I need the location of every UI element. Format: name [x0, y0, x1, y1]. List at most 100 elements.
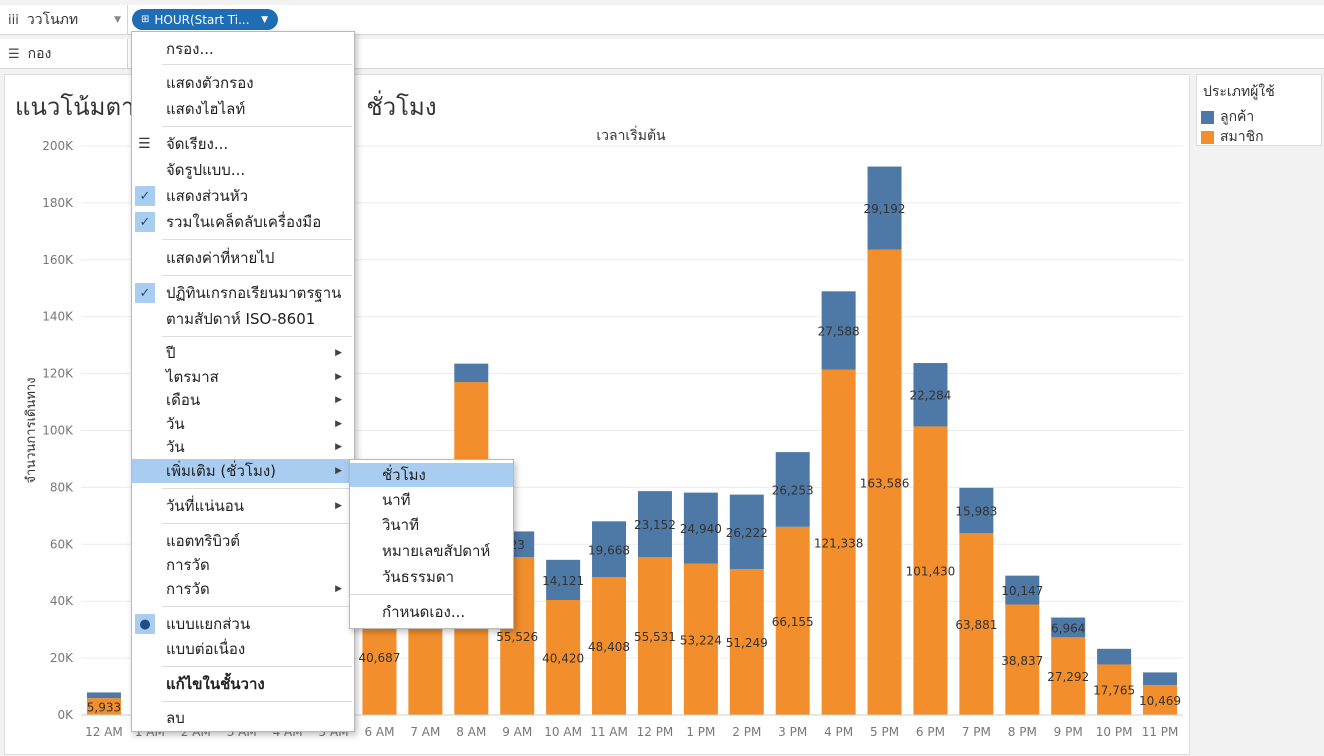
bar-customer [454, 363, 489, 383]
submenu-item-minute[interactable]: นาที [350, 488, 513, 512]
hour-start-time-pill[interactable]: ⊞ HOUR(Start Ti... ▼ [132, 9, 278, 30]
data-label-member: 27,292 [1047, 670, 1089, 684]
menu-item-quarter[interactable]: ไตรมาส ▶ [132, 365, 354, 389]
legend: ประเภทผู้ใช้ ลูกค้า สมาชิก [1196, 74, 1322, 146]
data-label-member: 17,765 [1093, 684, 1135, 698]
menu-item-sort[interactable]: ☰ จัดเรียง... [132, 132, 354, 156]
x-tick-label: 5 PM [870, 725, 899, 739]
menu-divider [162, 126, 352, 127]
submenu-item-weekday[interactable]: วันธรรมดา [350, 565, 513, 589]
rows-icon: ☰ [8, 46, 20, 62]
submenu-item-week-number[interactable]: หมายเลขสัปดาห์ [350, 539, 513, 563]
x-tick-label: 3 PM [778, 725, 807, 739]
column-header: เวลาเริ่มต้น [596, 128, 666, 144]
hour-submenu: ชั่วโมง นาที วินาที หมายเลขสัปดาห์ วันธร… [349, 459, 514, 629]
bar-customer [1097, 648, 1132, 665]
menu-item-show-filter[interactable]: แสดงตัวกรอง [132, 71, 354, 95]
menu-divider [162, 523, 352, 524]
bar-customer [1051, 617, 1086, 638]
submenu-item-custom[interactable]: กำหนดเอง... [350, 600, 513, 624]
data-label-member: 51,249 [726, 636, 768, 650]
submenu-label: วันธรรมดา [382, 568, 454, 586]
menu-item-more-hour[interactable]: เพิ่มเติม (ชั่วโมง) ▶ [132, 459, 354, 483]
legend-label: ลูกค้า [1220, 109, 1255, 125]
legend-item-member[interactable]: สมาชิก [1197, 127, 1321, 147]
x-tick-label: 8 PM [1008, 725, 1037, 739]
menu-item-edit-in-shelf[interactable]: แก้ไขในชั้นวาง [132, 672, 354, 696]
bar-customer [683, 492, 718, 564]
data-label-member: 55,526 [496, 630, 538, 644]
menu-label: แสดงไฮไลท์ [166, 100, 246, 118]
data-label-customer: 10,147 [1001, 584, 1043, 598]
menu-label: แสดงตัวกรอง [166, 74, 254, 92]
chevron-down-icon[interactable]: ▼ [114, 15, 121, 25]
menu-item-show-header[interactable]: ✓ แสดงส่วนหัว [132, 184, 354, 208]
bar-member [821, 369, 856, 715]
bar-member [913, 426, 948, 715]
x-tick-label: 2 PM [732, 725, 761, 739]
menu-item-attribute[interactable]: แอตทริบิวต์ [132, 529, 354, 553]
data-label-customer: 26,253 [772, 483, 814, 497]
legend-item-customer[interactable]: ลูกค้า [1197, 107, 1321, 127]
menu-item-exact-date[interactable]: วันที่แน่นอน ▶ [132, 494, 354, 518]
data-label-customer: 6,964 [1051, 621, 1085, 635]
y-tick-label: 160K [42, 253, 74, 267]
menu-item-gregorian-calendar[interactable]: ✓ ปฏิทินเกรกอเรียนมาตรฐาน [132, 281, 354, 305]
submenu-item-hour[interactable]: ชั่วโมง [350, 463, 513, 487]
menu-label: ปฏิทินเกรกอเรียนมาตรฐาน [166, 284, 342, 302]
menu-item-continuous[interactable]: แบบต่อเนื่อง [132, 637, 354, 661]
check-icon: ✓ [135, 186, 155, 206]
menu-label: ไตรมาส [166, 368, 219, 386]
submenu-item-second[interactable]: วินาที [350, 513, 513, 537]
bullet-icon: ● [135, 614, 155, 634]
data-label-customer: 27,588 [818, 325, 860, 339]
data-label-member: 40,687 [358, 651, 400, 665]
bar-member [86, 698, 121, 715]
menu-item-year[interactable]: ปี ▶ [132, 341, 354, 365]
menu-item-remove[interactable]: ลบ [132, 706, 354, 730]
x-tick-label: 10 PM [1096, 725, 1133, 739]
menu-item-include-in-tooltip[interactable]: ✓ รวมในเคล็ดลับเครื่องมือ [132, 210, 354, 234]
x-tick-label: 6 PM [916, 725, 945, 739]
menu-item-measure-sub[interactable]: การวัด ▶ [132, 577, 354, 601]
bar-customer [592, 521, 627, 578]
menu-label: แบบแยกส่วน [166, 615, 251, 633]
submenu-label: นาที [382, 491, 411, 509]
pill-dropdown-icon[interactable]: ▼ [261, 14, 268, 25]
pill-label: HOUR(Start Ti... [154, 12, 250, 27]
columns-shelf[interactable]: iii ววโนภท ▼ ⊞ HOUR(Start Ti... ▼ [0, 5, 1324, 35]
data-label-customer: 19,668 [588, 543, 630, 557]
data-label-customer: 26,222 [726, 526, 768, 540]
bar-member [1097, 664, 1132, 715]
menu-item-measure[interactable]: การวัด [132, 553, 354, 577]
bar-member [546, 600, 581, 715]
menu-item-iso-8601-week[interactable]: ตามสัปดาห์ ISO-8601 [132, 307, 354, 331]
bar-customer [1005, 575, 1040, 605]
menu-label: รวมในเคล็ดลับเครื่องมือ [166, 213, 322, 231]
menu-item-month[interactable]: เดือน ▶ [132, 388, 354, 412]
menu-label: กรอง... [166, 40, 214, 58]
menu-item-show-missing-values[interactable]: แสดงค่าที่หายไป [132, 246, 354, 270]
bar-member [1143, 685, 1178, 715]
y-axis-title: จำนวนการเดินทาง [24, 377, 39, 483]
menu-item-show-highlighter[interactable]: แสดงไฮไลท์ [132, 97, 354, 121]
bar-customer [821, 291, 856, 370]
menu-label: แก้ไขในชั้นวาง [166, 675, 265, 693]
menu-label: เพิ่มเติม (ชั่วโมง) [166, 462, 277, 480]
data-label-member: 40,420 [542, 652, 584, 666]
menu-divider [162, 336, 352, 337]
columns-icon: iii [8, 12, 19, 28]
menu-item-filter[interactable]: กรอง... [132, 37, 354, 61]
rows-shelf-title: กอง [27, 46, 52, 62]
submenu-arrow-icon: ▶ [335, 584, 342, 594]
data-label-member: 5,933 [87, 701, 121, 715]
x-tick-label: 11 AM [590, 725, 628, 739]
data-label-member: 48,408 [588, 640, 630, 654]
menu-item-format[interactable]: จัดรูปแบบ... [132, 158, 354, 182]
submenu-arrow-icon: ▶ [335, 442, 342, 452]
menu-label: แอตทริบิวต์ [166, 532, 241, 550]
bar-customer [637, 491, 672, 558]
menu-item-day-2[interactable]: วัน ▶ [132, 435, 354, 459]
menu-item-discrete[interactable]: ● แบบแยกส่วน [132, 612, 354, 636]
menu-item-day[interactable]: วัน ▶ [132, 412, 354, 436]
